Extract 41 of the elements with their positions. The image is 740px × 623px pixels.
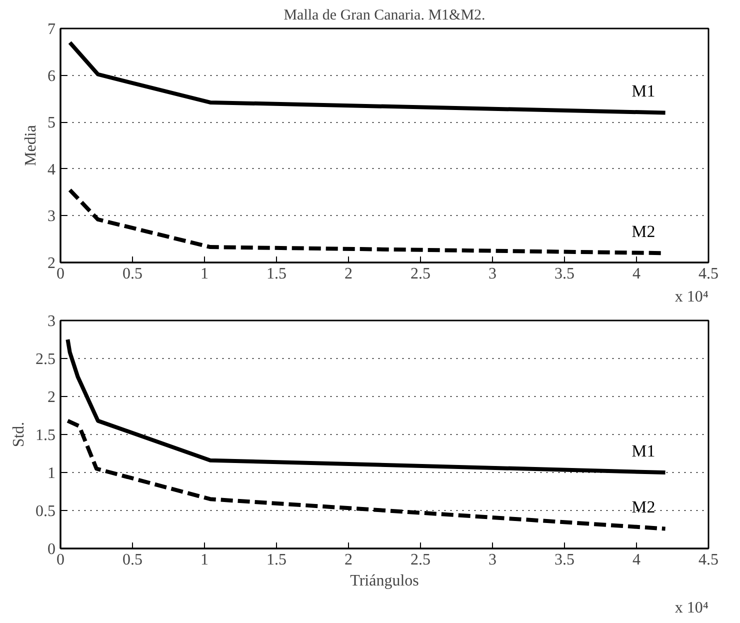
text: x 10⁴ xyxy=(674,288,709,306)
x-tick-label: 3 xyxy=(488,552,496,568)
x-tick-label: 2.5 xyxy=(410,552,430,568)
x-tick-label: 2.5 xyxy=(410,266,430,282)
series-label: M1 xyxy=(632,442,656,460)
text: x 10⁴ xyxy=(674,600,709,616)
y-tick-label: 7 xyxy=(48,21,56,38)
x-tick-label: 3.5 xyxy=(554,552,574,568)
y-tick-label: 3 xyxy=(48,208,56,226)
y-tick-label: 6 xyxy=(48,68,56,85)
y-tick-label: 5 xyxy=(48,114,56,132)
x-tick-label: 1 xyxy=(200,266,208,282)
x-tick-label: 3.5 xyxy=(554,266,574,282)
x-tick-label: 0.5 xyxy=(122,552,142,568)
y-tick-label: 2 xyxy=(48,255,56,272)
y-tick-label: 1 xyxy=(48,465,56,482)
y-axis-title: Std. xyxy=(10,422,28,448)
y-tick-label: 0 xyxy=(48,541,56,558)
y-tick-label: 1.5 xyxy=(36,427,56,444)
x-tick-label: 3 xyxy=(488,266,496,282)
series-label: M2 xyxy=(632,498,656,517)
x-tick-label: 4.5 xyxy=(698,552,718,568)
x-tick-label: 0.5 xyxy=(122,266,142,282)
series-label: M2 xyxy=(632,222,656,242)
x-tick-label: 4.5 xyxy=(698,266,718,282)
series-label: M1 xyxy=(632,82,656,101)
x-tick-label: 1.5 xyxy=(266,266,286,282)
x-tick-label: 1 xyxy=(200,552,208,568)
x-tick-label: 1.5 xyxy=(266,552,286,568)
y-tick-label: 2.5 xyxy=(36,351,56,368)
y-tick-label: 2 xyxy=(48,389,56,406)
x-axis-title: Triángulos xyxy=(350,572,419,590)
x-tick-label: 2 xyxy=(344,552,352,568)
y-axis-title: Media xyxy=(22,125,40,166)
chart-title: Malla de Gran Canaria. M1&M2. xyxy=(284,8,486,24)
x-tick-label: 4 xyxy=(632,266,640,282)
x-tick-label: 4 xyxy=(632,552,640,568)
x-tick-label: 2 xyxy=(344,266,352,282)
y-tick-label: 3 xyxy=(48,313,56,330)
y-tick-label: 4 xyxy=(48,161,56,178)
y-tick-label: 0.5 xyxy=(36,503,56,520)
